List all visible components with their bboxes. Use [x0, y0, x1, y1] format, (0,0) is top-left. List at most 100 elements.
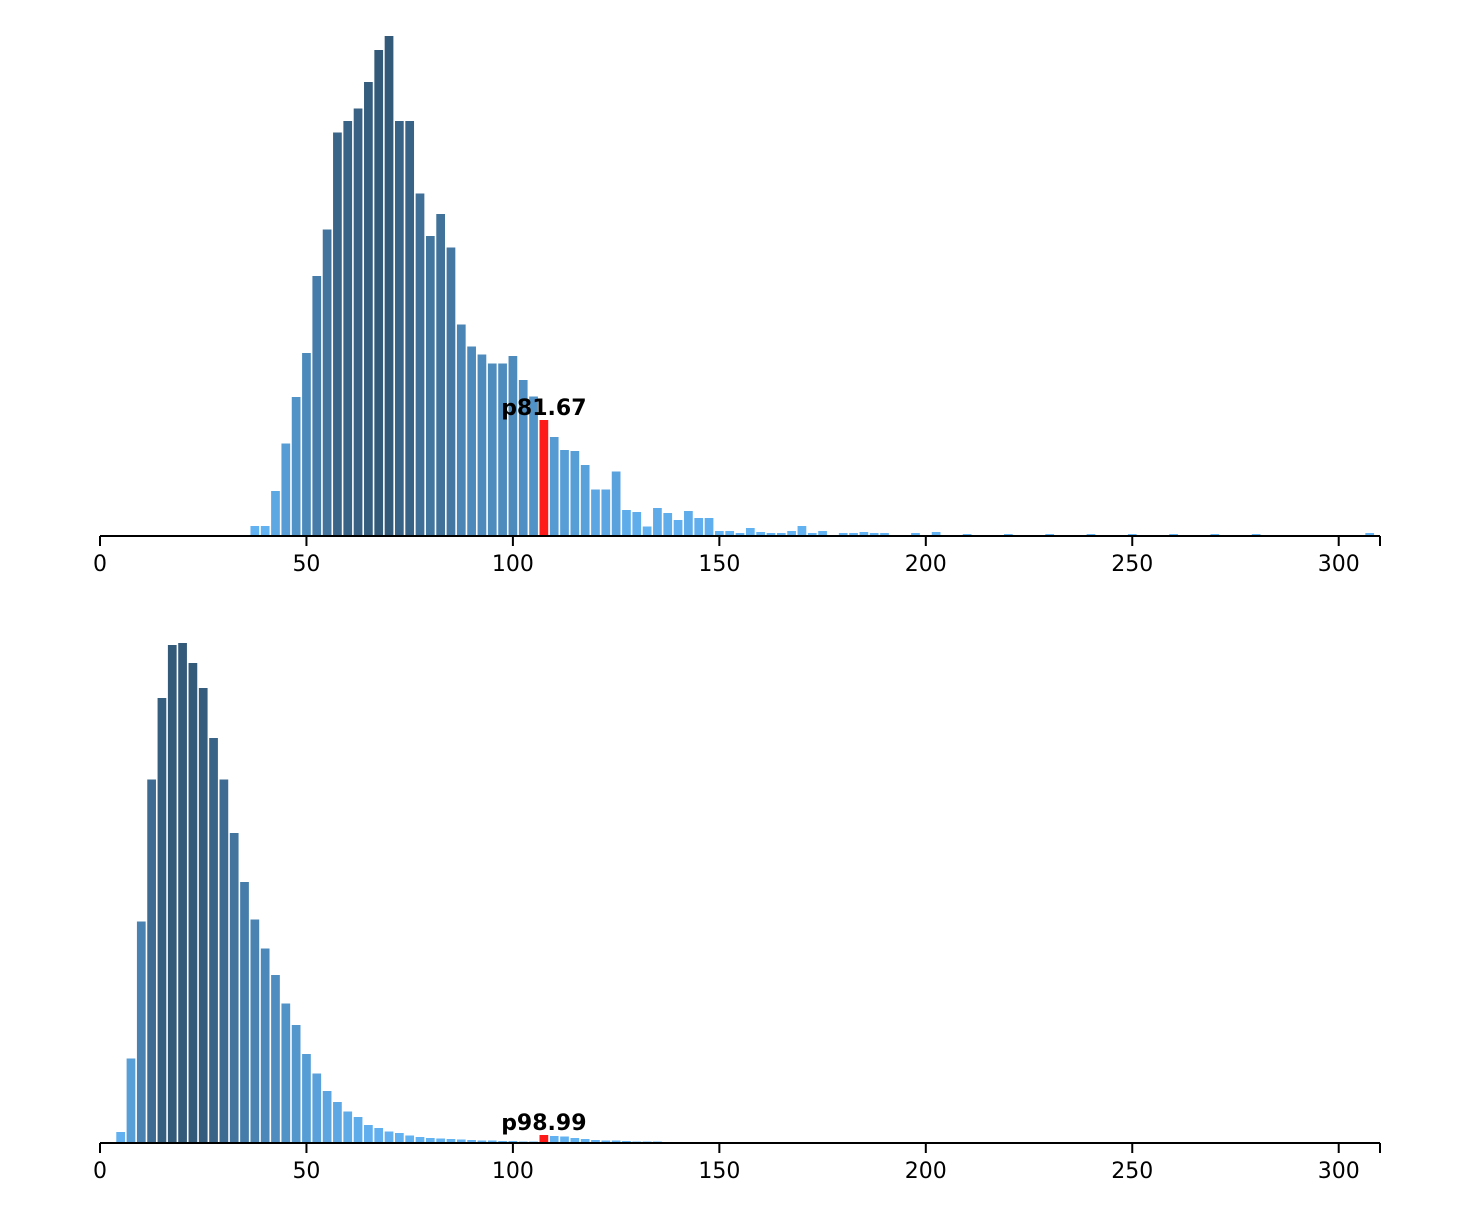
histogram-bar [684, 511, 693, 536]
histogram-bar [353, 108, 363, 536]
histogram-bar [456, 1139, 466, 1143]
histogram-bar [601, 489, 611, 536]
histogram-bar [704, 518, 714, 536]
histogram-bar [766, 533, 776, 536]
histogram-bar [425, 1138, 435, 1143]
histogram-bar [415, 1137, 425, 1143]
percentile-label: p98.99 [501, 1111, 586, 1136]
histogram-bar [436, 214, 445, 536]
histogram-bar [632, 512, 642, 536]
histogram-bar [1365, 533, 1375, 536]
histogram-bar [487, 363, 497, 536]
histogram-bar [560, 1136, 569, 1143]
histogram-bar [570, 451, 580, 536]
x-tick-label: 300 [1318, 1159, 1360, 1184]
histogram-bar [260, 948, 270, 1143]
highlight-bar [539, 1135, 549, 1143]
histogram-bar [498, 363, 507, 536]
histogram-bar [653, 508, 662, 536]
x-tick-label: 0 [93, 1159, 107, 1184]
x-tick-label: 250 [1111, 1159, 1153, 1184]
histogram-bar [116, 1132, 125, 1143]
histogram-bar [591, 489, 600, 536]
histogram-bar [343, 1111, 353, 1143]
histogram-bar [694, 518, 704, 536]
histogram-bar [591, 1140, 600, 1143]
histogram-bar [436, 1138, 445, 1143]
histogram-bar [446, 1139, 456, 1143]
histogram-bar [250, 919, 260, 1143]
histogram-bar [880, 533, 889, 536]
histogram-bar [735, 533, 745, 536]
x-tick-label: 100 [492, 1159, 534, 1184]
histogram-bar [663, 513, 673, 536]
histogram-bar [549, 1136, 559, 1143]
histogram-bar [838, 533, 848, 536]
histogram-bar [333, 132, 342, 536]
histogram-bar [456, 324, 466, 536]
histogram-bar [529, 396, 538, 536]
histogram-bar [467, 346, 476, 536]
histogram-bar [405, 1135, 415, 1143]
histogram-bar [281, 1003, 291, 1143]
histogram-bar [714, 531, 724, 536]
histogram-bar [601, 1140, 611, 1143]
histogram-bar [229, 833, 239, 1143]
x-tick-label: 50 [292, 552, 320, 577]
histogram-bar [312, 276, 322, 536]
histogram-bar [157, 698, 167, 1143]
x-tick-label: 0 [93, 552, 107, 577]
histogram-bar [518, 380, 528, 536]
histogram-bar [869, 533, 879, 536]
x-tick-label: 50 [292, 1159, 320, 1184]
x-axis-ticks: 0 50 100 150 200 250 300 [93, 536, 1381, 577]
histogram-bar [725, 531, 735, 536]
histogram-bar [209, 738, 218, 1143]
histogram-bar [560, 450, 569, 536]
highlight-bar [539, 420, 549, 536]
histogram-bar [374, 50, 384, 536]
histogram-bar [364, 82, 373, 536]
histogram-bar [797, 526, 807, 536]
histogram-bar [343, 121, 353, 536]
histogram-bar [508, 356, 518, 536]
x-axis-ticks: 0 50 100 150 200 250 300 [93, 1143, 1381, 1184]
histogram-panel-top: 0 50 100 150 200 250 300 p81.67 [93, 36, 1381, 577]
histogram-bar [198, 688, 208, 1143]
histogram-bar [467, 1140, 476, 1143]
histogram-bar [477, 354, 487, 536]
histogram-bar [807, 533, 817, 536]
histogram-bar [580, 1139, 590, 1143]
histogram-bar [291, 397, 301, 536]
histogram-bar [756, 532, 765, 536]
histogram-bar [374, 1128, 384, 1143]
histogram-bar [271, 975, 280, 1143]
x-tick-label: 200 [905, 1159, 947, 1184]
histogram-bar [745, 528, 755, 536]
histogram-bar [570, 1138, 580, 1143]
histogram-bar [188, 663, 198, 1143]
histogram-bar [776, 533, 786, 536]
histogram-bar [167, 645, 177, 1143]
histogram-bar [415, 193, 425, 536]
histogram-bar [580, 465, 590, 536]
histogram-bar [384, 36, 394, 536]
histogram-bar [136, 921, 146, 1143]
histogram-bar [859, 532, 869, 536]
histogram-bar [611, 1140, 621, 1143]
histogram-bar [477, 1140, 487, 1143]
histogram-bar [353, 1117, 363, 1143]
histogram-bar [178, 643, 187, 1143]
histogram-bar [394, 121, 404, 536]
histogram-bar [405, 121, 415, 536]
histogram-bar [425, 236, 435, 536]
histogram-bar [291, 1025, 301, 1143]
percentile-label: p81.67 [501, 396, 586, 421]
histogram-bar [931, 532, 941, 536]
histogram-bar [487, 1140, 497, 1143]
histogram-bar [642, 526, 652, 536]
histogram-bar [849, 533, 858, 536]
histogram-bar [312, 1073, 322, 1143]
histogram-bar [394, 1133, 404, 1143]
